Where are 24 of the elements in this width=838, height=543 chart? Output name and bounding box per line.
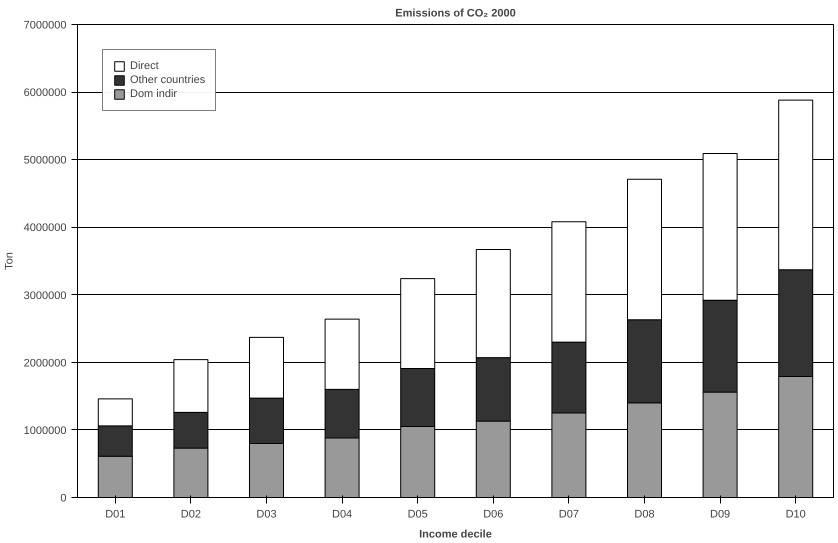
chart-title: Emissions of CO₂ 2000: [395, 8, 516, 20]
x-tick-label: D04: [332, 508, 352, 520]
x-tick-label: D02: [180, 508, 201, 520]
legend-label: Dom indir: [130, 88, 178, 100]
y-tick-label: 3000000: [24, 290, 67, 302]
x-axis-title: Income decile: [419, 528, 492, 540]
x-tick-label: D07: [558, 508, 579, 520]
y-tick-label: 5000000: [24, 154, 67, 167]
y-tick-label: 4000000: [24, 222, 67, 234]
x-tick-label: D08: [634, 508, 655, 520]
x-tick-label: D10: [786, 508, 806, 520]
y-axis-title: Ton: [4, 252, 16, 270]
y-tick-label: 2000000: [24, 357, 67, 370]
x-tick-label: D09: [710, 508, 730, 520]
x-tick-label: D01: [105, 508, 126, 520]
y-tick-label: 1000000: [24, 424, 67, 437]
y-tick-label: 0: [60, 492, 67, 504]
y-tick-label: 7000000: [24, 20, 67, 32]
y-tick-label: 6000000: [24, 87, 67, 100]
legend-label: Direct: [130, 60, 159, 72]
x-tick-label: D06: [483, 508, 504, 520]
x-tick-label: D03: [256, 508, 277, 520]
x-tick-label: D05: [408, 508, 428, 520]
legend-label: Other countries: [130, 74, 206, 86]
